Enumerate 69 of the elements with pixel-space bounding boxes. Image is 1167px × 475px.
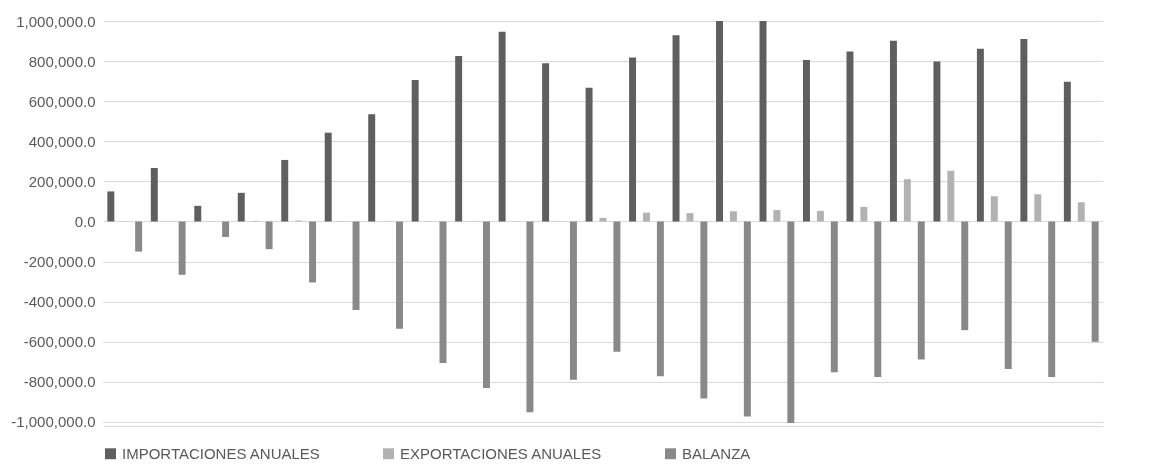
bar bbox=[150, 167, 158, 222]
bar bbox=[585, 87, 593, 222]
y-tick-label: -600,000.0 bbox=[23, 333, 96, 351]
bar bbox=[1063, 81, 1071, 222]
bar bbox=[613, 221, 621, 352]
y-tick-label: 400,000.0 bbox=[28, 132, 96, 150]
bar bbox=[324, 132, 332, 222]
bar bbox=[1091, 221, 1099, 342]
bar bbox=[498, 31, 506, 222]
bar bbox=[656, 221, 664, 377]
bar bbox=[830, 221, 838, 373]
bar bbox=[237, 192, 245, 222]
bar bbox=[889, 40, 897, 222]
legend-label: IMPORTACIONES ANUALES bbox=[122, 444, 320, 462]
bar bbox=[716, 21, 723, 222]
bar bbox=[526, 221, 534, 413]
y-tick-label: 600,000.0 bbox=[28, 92, 96, 110]
bar bbox=[309, 221, 317, 283]
bar bbox=[1077, 202, 1085, 222]
bar bbox=[135, 221, 143, 252]
bar bbox=[455, 55, 463, 222]
bar bbox=[107, 191, 115, 222]
bar bbox=[787, 221, 795, 423]
y-tick-label: -1,000,000.0 bbox=[11, 413, 96, 431]
y-tick-label: -200,000.0 bbox=[23, 253, 96, 271]
bar bbox=[483, 221, 490, 388]
y-tick-label: 1,000,000.0 bbox=[16, 12, 96, 30]
legend-label: BALANZA bbox=[682, 444, 751, 462]
bar bbox=[396, 221, 403, 329]
legend-label: EXPORTACIONES ANUALES bbox=[400, 444, 602, 462]
bar bbox=[933, 61, 941, 222]
bar bbox=[281, 159, 289, 222]
bar bbox=[846, 51, 854, 222]
bar bbox=[643, 212, 650, 222]
bar bbox=[542, 63, 550, 222]
bar bbox=[1048, 221, 1056, 377]
y-tick-label: -800,000.0 bbox=[23, 373, 96, 391]
bar bbox=[743, 221, 751, 417]
bar bbox=[1034, 194, 1042, 222]
bar bbox=[729, 211, 737, 222]
bar bbox=[672, 35, 680, 222]
bar bbox=[352, 221, 360, 310]
bar bbox=[773, 210, 781, 222]
bar bbox=[947, 170, 955, 222]
y-tick-label: -400,000.0 bbox=[23, 293, 96, 311]
bar bbox=[569, 221, 577, 380]
bar bbox=[265, 221, 273, 250]
bar bbox=[860, 206, 868, 222]
bar bbox=[903, 179, 911, 222]
y-tick-label: 800,000.0 bbox=[28, 52, 96, 70]
bar bbox=[961, 221, 969, 331]
y-tick-label: 0.0 bbox=[74, 213, 96, 230]
bar bbox=[368, 114, 376, 222]
bar bbox=[411, 79, 419, 222]
y-tick-label: 200,000.0 bbox=[28, 172, 96, 190]
bar bbox=[194, 205, 202, 222]
bar bbox=[816, 210, 824, 222]
bar bbox=[976, 48, 984, 222]
bar bbox=[874, 221, 882, 377]
bar bbox=[700, 221, 708, 399]
bar bbox=[803, 60, 810, 222]
bar bbox=[178, 221, 186, 275]
bar bbox=[686, 213, 694, 222]
bar bbox=[990, 196, 998, 222]
bar bbox=[917, 221, 925, 360]
bar bbox=[222, 221, 230, 237]
bar bbox=[629, 57, 637, 222]
bar bbox=[1020, 39, 1028, 222]
bar bbox=[1004, 221, 1012, 370]
